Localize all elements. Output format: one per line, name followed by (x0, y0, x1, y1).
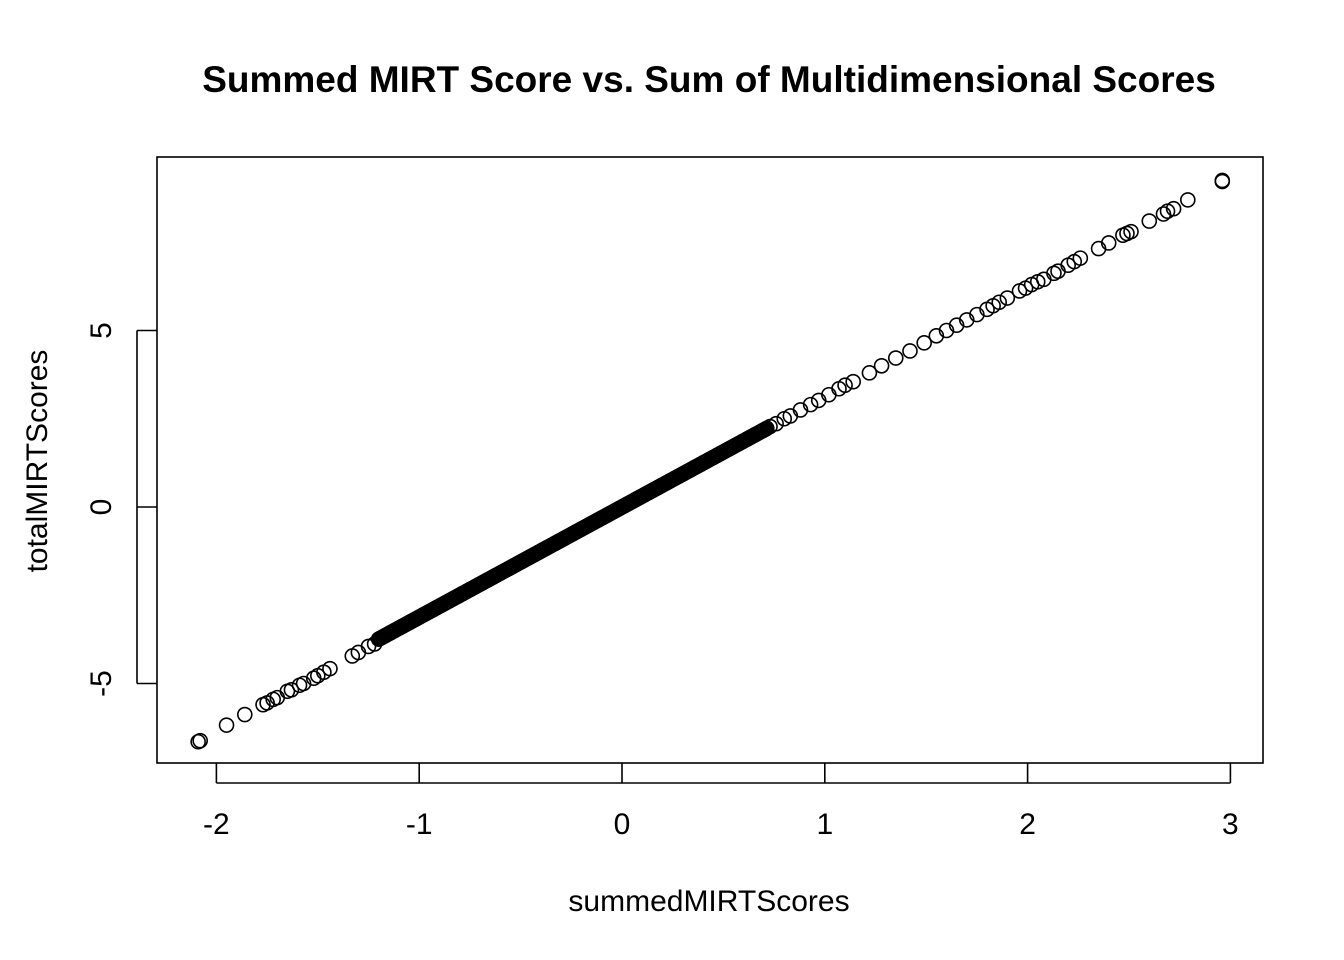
data-point (283, 682, 300, 698)
y-tick-label: -5 (85, 670, 118, 697)
data-point (938, 322, 955, 339)
data-point (1214, 172, 1231, 189)
data-point (1050, 263, 1066, 280)
data-point (902, 343, 918, 359)
data-point (958, 312, 975, 328)
data-point (969, 306, 985, 323)
data-point (948, 317, 965, 334)
x-axis: -2 -1 0 1 2 3 (203, 763, 1239, 841)
data-point (1100, 235, 1117, 251)
y-axis-label: totalMIRTScores (21, 350, 54, 573)
x-tick-label: -1 (406, 808, 433, 841)
chart-title: Summed MIRT Score vs. Sum of Multidimens… (202, 59, 1216, 100)
data-point (1155, 206, 1172, 222)
data-point (792, 402, 809, 418)
data-point (758, 420, 775, 437)
y-tick-label: 0 (85, 499, 118, 516)
data-point (1072, 250, 1089, 266)
data-point (916, 335, 932, 351)
data-point (845, 373, 861, 390)
data-point (999, 290, 1016, 306)
data-point (1165, 200, 1182, 217)
y-axis: -5 0 5 (85, 322, 157, 697)
x-tick-label: 0 (614, 808, 631, 841)
y-tick-label: 5 (85, 322, 118, 339)
x-tick-label: 1 (816, 808, 833, 841)
data-point (295, 675, 312, 692)
data-point (1123, 223, 1139, 240)
data-point (873, 357, 890, 374)
x-tick-label: 3 (1222, 808, 1239, 841)
data-point (1180, 192, 1196, 208)
data-point (991, 294, 1008, 311)
data-point (192, 732, 208, 749)
data-point (322, 660, 338, 677)
data-point (236, 706, 253, 723)
data-point (837, 377, 853, 394)
x-axis-label: summedMIRTScores (568, 885, 849, 918)
x-tick-label: -2 (203, 808, 230, 841)
data-point (887, 350, 904, 366)
data-point (861, 365, 878, 381)
data-point (802, 396, 819, 413)
data-point (218, 717, 235, 733)
points-layer (190, 172, 1231, 750)
data-point (928, 327, 945, 344)
x-tick-label: 2 (1019, 808, 1036, 841)
plot-frame (156, 156, 1264, 764)
data-point (1141, 213, 1158, 229)
